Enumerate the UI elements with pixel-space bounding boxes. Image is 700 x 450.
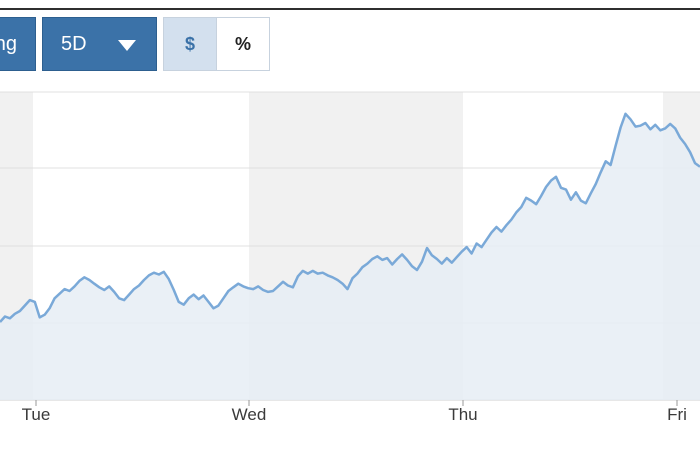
series-area <box>0 113 700 401</box>
chevron-down-icon <box>118 40 136 51</box>
period-dropdown-label: 5D <box>61 32 87 55</box>
range-button-label: ng <box>0 32 17 55</box>
unit-toggle: $ % <box>163 17 270 71</box>
x-tick-label: Tue <box>22 405 51 424</box>
unit-dollar-label: $ <box>184 33 195 54</box>
series-line <box>0 112 700 323</box>
unit-dollar-button[interactable]: $ <box>164 18 217 70</box>
unit-percent-button[interactable]: % <box>217 18 269 70</box>
range-button[interactable]: ng <box>0 17 36 71</box>
chart-toolbar: ng 5D $ % <box>0 17 700 73</box>
x-tick-label: Fri <box>667 405 687 424</box>
unit-percent-label: % <box>234 33 251 54</box>
x-tick-label: Thu <box>448 405 477 424</box>
period-dropdown[interactable]: 5D <box>42 17 157 71</box>
top-border <box>0 8 700 10</box>
x-tick-label: Wed <box>232 405 267 424</box>
